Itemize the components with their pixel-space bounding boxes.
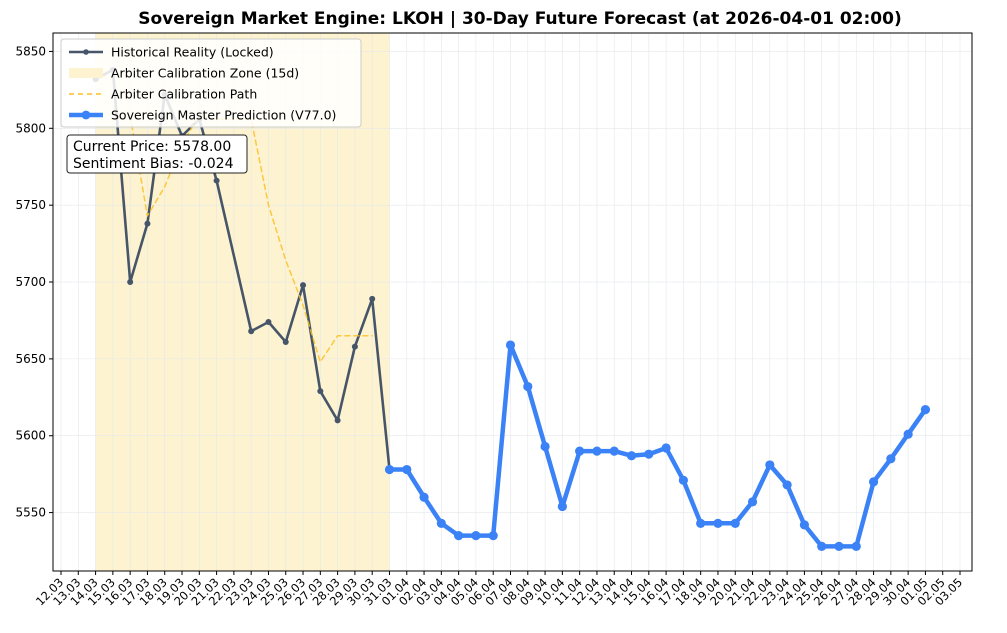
chart-title: Sovereign Market Engine: LKOH | 30-Day F… bbox=[138, 9, 901, 29]
historical-point bbox=[317, 388, 324, 395]
prediction-point bbox=[402, 464, 412, 475]
historical-point bbox=[144, 220, 151, 227]
prediction-point bbox=[851, 541, 861, 552]
prediction-point bbox=[868, 477, 879, 487]
prediction-point bbox=[575, 446, 585, 456]
x-axis: 12.0313.0314.0315.0316.0317.0318.0319.03… bbox=[33, 571, 965, 608]
price-annotation: Current Price: 5578.00 Sentiment Bias: -… bbox=[66, 134, 248, 174]
legend-swatch bbox=[69, 68, 103, 78]
prediction-point bbox=[713, 518, 723, 528]
y-tick-label: 5850 bbox=[15, 44, 46, 58]
annotation-box bbox=[66, 134, 248, 174]
legend-label: Arbiter Calibration Zone (15d) bbox=[111, 66, 299, 81]
y-axis: 5550 5600 5650 5700 5750 5800 5850 bbox=[15, 44, 53, 520]
legend-label: Historical Reality (Locked) bbox=[111, 45, 274, 60]
y-tick-label: 5700 bbox=[15, 275, 46, 289]
plot-frame bbox=[52, 32, 973, 572]
y-tick-label: 5650 bbox=[15, 352, 46, 366]
prediction-point bbox=[488, 531, 498, 541]
prediction-point bbox=[834, 541, 844, 552]
current-price-text: Current Price: 5578.00 bbox=[73, 139, 231, 155]
historical-point bbox=[334, 417, 341, 424]
prediction-point bbox=[730, 518, 740, 528]
historical-point bbox=[300, 282, 307, 289]
y-tick-label: 5750 bbox=[15, 198, 46, 212]
historical-point bbox=[248, 328, 255, 335]
prediction-point bbox=[817, 541, 827, 552]
prediction-point bbox=[557, 501, 567, 512]
historical-point bbox=[265, 318, 272, 325]
series-layer bbox=[92, 66, 931, 552]
historical-point bbox=[282, 338, 289, 345]
prediction-point bbox=[384, 464, 395, 475]
prediction-point bbox=[419, 492, 429, 502]
legend-box bbox=[60, 38, 362, 128]
prediction-point bbox=[626, 451, 637, 461]
prediction-point bbox=[523, 381, 533, 392]
legend-label: Arbiter Calibration Path bbox=[111, 87, 257, 102]
legend: Historical Reality (Locked) Arbiter Calib… bbox=[60, 38, 362, 128]
prediction-point bbox=[609, 446, 619, 456]
prediction-point bbox=[471, 531, 481, 541]
prediction-point bbox=[903, 429, 913, 439]
prediction-point bbox=[644, 449, 654, 459]
prediction-point bbox=[696, 518, 706, 528]
legend-label: Sovereign Master Prediction (V77.0) bbox=[111, 108, 336, 123]
legend-marker bbox=[83, 49, 89, 55]
historical-point bbox=[127, 279, 134, 286]
historical-point bbox=[213, 177, 220, 184]
y-tick-label: 5550 bbox=[15, 506, 46, 520]
legend-marker bbox=[81, 110, 91, 120]
prediction-point bbox=[886, 454, 896, 464]
prediction-point bbox=[505, 340, 516, 350]
prediction-point bbox=[454, 531, 464, 541]
historical-point bbox=[369, 295, 376, 302]
prediction-series-line bbox=[387, 342, 928, 549]
y-tick-label: 5600 bbox=[15, 429, 46, 443]
prediction-point bbox=[782, 480, 792, 490]
prediction-point bbox=[661, 443, 671, 453]
prediction-point bbox=[747, 497, 758, 507]
historical-point bbox=[351, 343, 358, 350]
prediction-point bbox=[920, 405, 931, 415]
prediction-point bbox=[592, 446, 602, 456]
prediction-point bbox=[540, 441, 550, 452]
prediction-point bbox=[436, 518, 446, 528]
prediction-point bbox=[678, 475, 688, 485]
prediction-point bbox=[799, 520, 810, 530]
prediction-point bbox=[765, 460, 775, 470]
y-tick-label: 5800 bbox=[15, 121, 46, 135]
sentiment-bias-text: Sentiment Bias: -0.024 bbox=[73, 156, 234, 172]
